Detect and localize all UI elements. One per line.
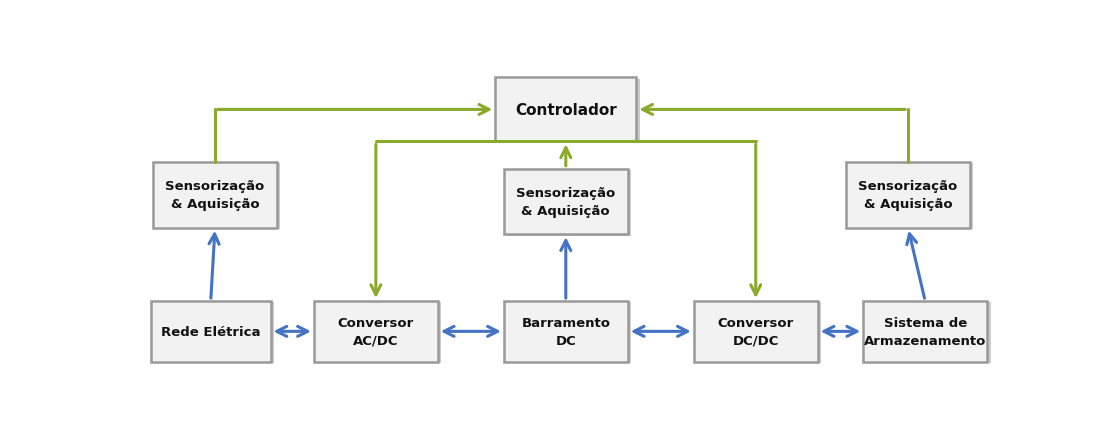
FancyBboxPatch shape: [863, 301, 987, 362]
Text: Rede Elétrica: Rede Elétrica: [161, 325, 261, 338]
Text: Conversor
DC/DC: Conversor DC/DC: [718, 316, 794, 347]
FancyBboxPatch shape: [507, 302, 631, 363]
FancyBboxPatch shape: [314, 301, 438, 362]
Text: Sensorização
& Aquisição: Sensorização & Aquisição: [517, 187, 615, 217]
FancyBboxPatch shape: [503, 301, 628, 362]
FancyBboxPatch shape: [507, 170, 631, 236]
FancyBboxPatch shape: [317, 302, 442, 363]
FancyBboxPatch shape: [503, 169, 628, 235]
Text: Barramento
DC: Barramento DC: [521, 316, 611, 347]
FancyBboxPatch shape: [153, 163, 277, 228]
FancyBboxPatch shape: [496, 78, 636, 142]
FancyBboxPatch shape: [155, 302, 274, 363]
FancyBboxPatch shape: [499, 80, 640, 144]
FancyBboxPatch shape: [157, 164, 280, 230]
FancyBboxPatch shape: [697, 302, 821, 363]
FancyBboxPatch shape: [151, 301, 270, 362]
FancyBboxPatch shape: [846, 163, 970, 228]
Text: Sensorização
& Aquisição: Sensorização & Aquisição: [859, 180, 957, 211]
FancyBboxPatch shape: [693, 301, 818, 362]
Text: Sensorização
& Aquisição: Sensorização & Aquisição: [166, 180, 265, 211]
FancyBboxPatch shape: [867, 302, 990, 363]
Text: Sistema de
Armazenamento: Sistema de Armazenamento: [864, 316, 986, 347]
FancyBboxPatch shape: [849, 164, 974, 230]
Text: Controlador: Controlador: [514, 103, 617, 118]
Text: Conversor
AC/DC: Conversor AC/DC: [338, 316, 414, 347]
